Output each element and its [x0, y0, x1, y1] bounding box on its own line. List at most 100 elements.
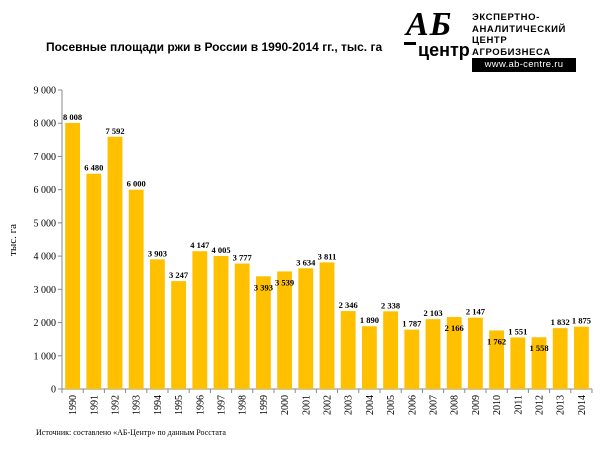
y-tick-label: 2 000 — [34, 318, 57, 329]
data-label: 1 875 — [572, 316, 591, 326]
logo-mark-ab: АБ — [406, 6, 453, 43]
data-label: 2 338 — [381, 300, 400, 310]
bar — [489, 330, 505, 389]
x-tick-label: 1998 — [238, 395, 249, 415]
y-axis-label: тыс. га — [7, 224, 19, 256]
bar — [319, 262, 335, 389]
x-tick-label: 1990 — [68, 395, 79, 415]
x-tick-label: 1991 — [89, 395, 100, 415]
bar — [467, 317, 483, 389]
bar — [573, 326, 589, 389]
bar — [86, 173, 102, 389]
bar — [340, 311, 356, 389]
data-label: 1 787 — [402, 319, 422, 329]
x-tick-label: 1999 — [259, 395, 270, 415]
bar — [361, 326, 377, 389]
logo-line-4: АГРОБИЗНЕСА — [472, 46, 551, 58]
data-label: 8 008 — [63, 112, 82, 122]
data-label: 4 147 — [190, 240, 210, 250]
data-label: 3 539 — [275, 277, 294, 287]
logo-url[interactable]: www.ab-centre.ru — [472, 58, 576, 72]
x-tick-label: 2005 — [386, 395, 397, 415]
logo-line-1: ЭКСПЕРТНО- — [472, 12, 540, 23]
y-tick-label: 3 000 — [34, 285, 57, 296]
x-tick-label: 2013 — [556, 395, 567, 415]
x-tick-label: 2000 — [280, 395, 291, 415]
bar — [531, 337, 547, 389]
x-tick-label: 1995 — [174, 395, 185, 415]
data-label: 6 000 — [127, 179, 146, 189]
bar — [128, 189, 144, 389]
data-label: 2 103 — [423, 308, 442, 318]
bar — [277, 271, 293, 389]
bar — [213, 255, 229, 389]
x-tick-label: 2009 — [471, 395, 482, 415]
x-tick-label: 2012 — [535, 395, 546, 415]
x-tick-label: 2008 — [450, 395, 461, 415]
logo-line-2: АНАЛИТИЧЕСКИЙ — [472, 23, 566, 35]
logo-mark-centr: центр — [418, 40, 470, 60]
data-label: 1 551 — [508, 326, 527, 336]
x-tick-label: 2002 — [323, 395, 334, 415]
data-label: 1 558 — [529, 343, 548, 353]
ab-centre-logo: АБ центр ЭКСПЕРТНО- АНАЛИТИЧЕСКИЙ ЦЕНТР … — [404, 6, 580, 74]
x-tick-label: 2001 — [301, 395, 312, 415]
bar — [192, 251, 208, 389]
bar — [552, 328, 568, 389]
bar — [255, 276, 271, 389]
x-tick-label: 2011 — [513, 395, 524, 415]
data-label: 3 393 — [254, 282, 273, 292]
bar — [510, 337, 526, 389]
bar — [107, 136, 123, 389]
x-tick-label: 1996 — [195, 395, 206, 415]
bar — [383, 311, 399, 389]
x-tick-label: 2014 — [577, 395, 588, 415]
data-label: 3 247 — [169, 270, 189, 280]
chart-title: Посевные площади ржи в России в 1990-201… — [46, 40, 383, 54]
y-tick-label: 8 000 — [34, 119, 57, 130]
bar — [149, 259, 165, 389]
bar — [446, 317, 462, 389]
bar — [404, 329, 420, 389]
y-tick-label: 0 — [51, 385, 56, 396]
y-tick-label: 7 000 — [34, 152, 57, 163]
x-tick-label: 2004 — [365, 395, 376, 415]
data-label: 3 811 — [318, 251, 337, 261]
data-label: 2 147 — [466, 307, 486, 317]
data-label: 7 592 — [105, 126, 124, 136]
x-tick-label: 2010 — [492, 395, 503, 415]
data-label: 3 903 — [148, 248, 167, 258]
data-label: 2 166 — [445, 323, 464, 333]
x-tick-label: 1994 — [153, 395, 164, 415]
y-tick-label: 1 000 — [34, 351, 57, 362]
y-tick-label: 5 000 — [34, 218, 57, 229]
bar — [298, 268, 314, 389]
y-tick-label: 9 000 — [34, 86, 57, 97]
bar — [425, 319, 441, 389]
x-tick-label: 2007 — [429, 395, 440, 415]
x-tick-label: 1997 — [217, 395, 228, 415]
logo-text: ЭКСПЕРТНО- АНАЛИТИЧЕСКИЙ ЦЕНТР АГРОБИЗНЕ… — [472, 12, 566, 58]
data-label: 1 832 — [551, 317, 570, 327]
logo-line-3: ЦЕНТР — [472, 35, 508, 46]
data-label: 2 346 — [339, 300, 358, 310]
bar — [171, 281, 187, 389]
data-label: 1 762 — [487, 336, 506, 346]
source-note: Источник: составлено «АБ-Центр» по данны… — [36, 428, 226, 437]
y-tick-label: 6 000 — [34, 185, 57, 196]
data-label: 4 005 — [211, 245, 230, 255]
x-tick-label: 1993 — [132, 395, 143, 415]
data-label: 3 634 — [296, 257, 316, 267]
data-label: 3 777 — [233, 253, 253, 263]
bar — [234, 263, 250, 389]
y-tick-label: 4 000 — [34, 252, 57, 263]
logo-bar — [404, 42, 416, 45]
x-tick-label: 2006 — [407, 395, 418, 415]
bar — [65, 122, 81, 389]
data-label: 1 890 — [360, 315, 379, 325]
x-tick-label: 2003 — [344, 395, 355, 415]
logo-mark: АБ центр — [404, 6, 470, 68]
x-tick-label: 1992 — [111, 395, 122, 415]
data-label: 6 480 — [84, 163, 103, 173]
